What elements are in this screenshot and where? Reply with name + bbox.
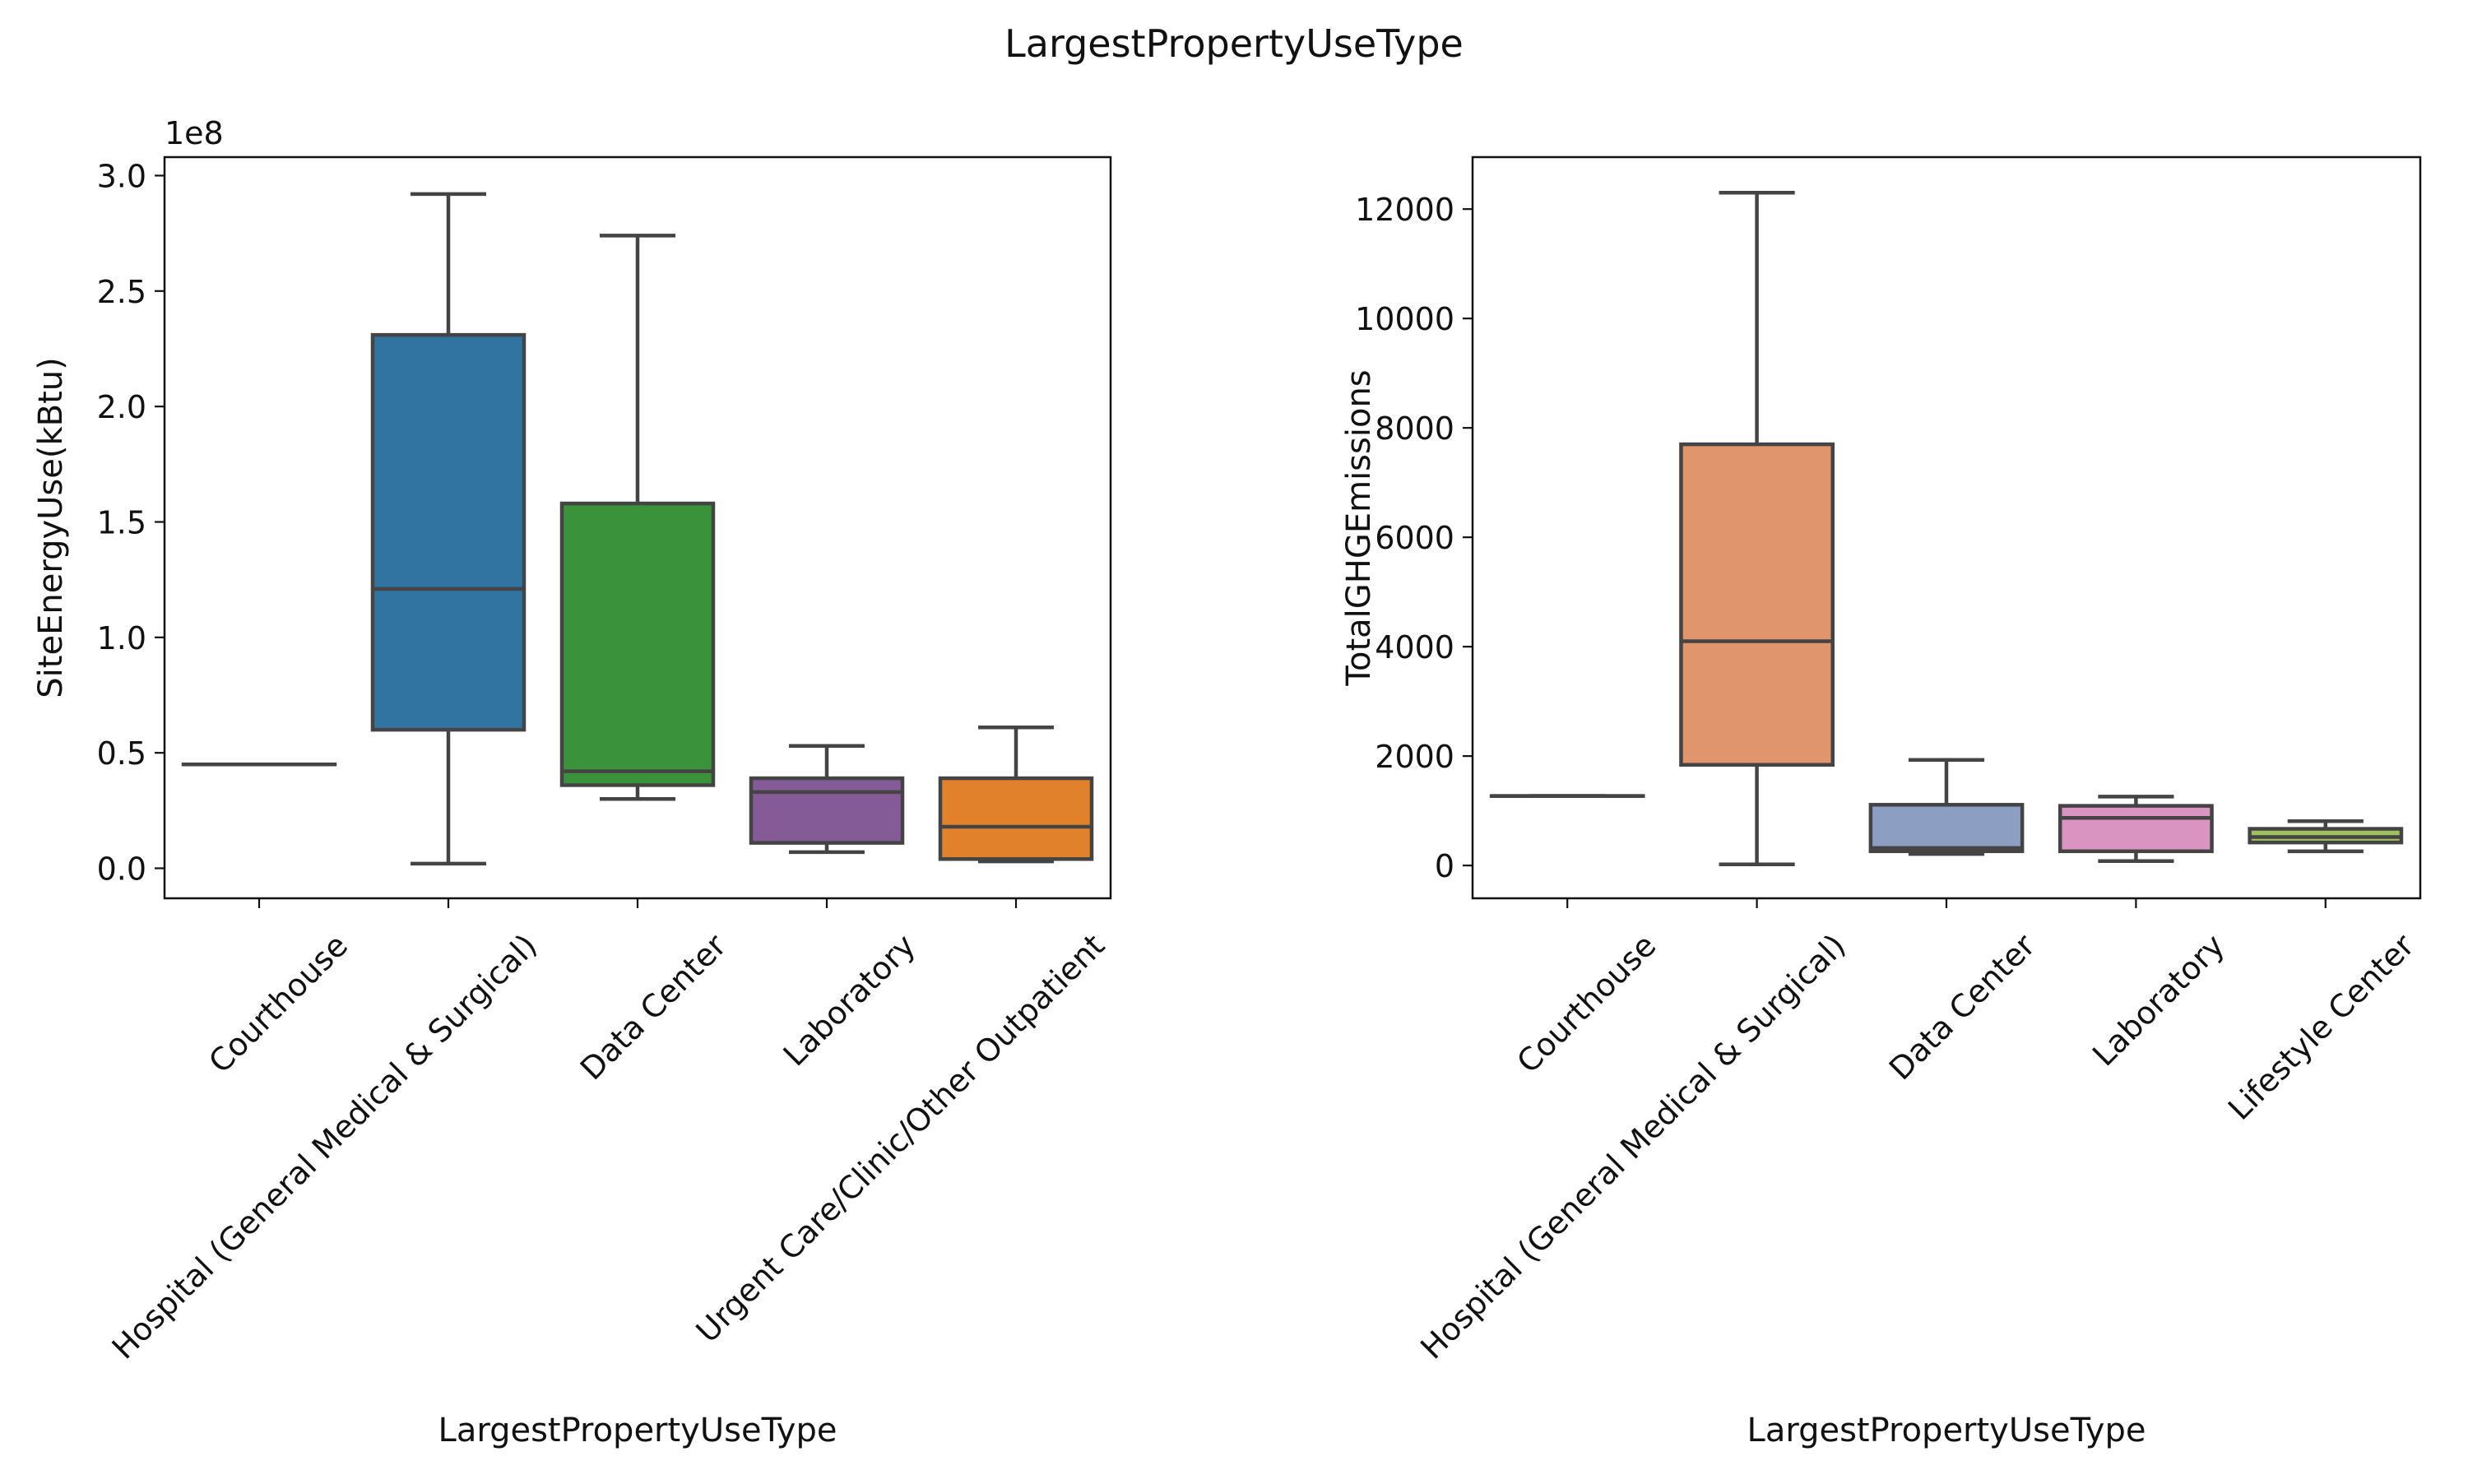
y-tick-label: 10000 [1355, 301, 1454, 337]
box-iqr [373, 335, 524, 730]
box-laboratory [751, 746, 902, 852]
y-tick-label: 0.0 [97, 851, 146, 888]
box-iqr [1681, 444, 1832, 765]
x-tick-label: Hospital (General Medical & Surgical) [1413, 927, 1853, 1366]
x-tick-label: Data Center [573, 927, 734, 1087]
x-tick-label: Courthouse [1510, 927, 1663, 1080]
box-hospital-general-medical-surgical [373, 194, 524, 864]
y-tick-label: 0.5 [97, 735, 146, 772]
x-axis-label: LargestPropertyUseType [1747, 1412, 2146, 1449]
box-data-center [562, 235, 713, 799]
box-iqr [751, 778, 902, 843]
y-tick-label: 1.0 [97, 620, 146, 656]
y-tick-label: 6000 [1375, 520, 1454, 556]
x-tick-label: Laboratory [777, 927, 922, 1073]
y-tick-label: 2.0 [97, 389, 146, 425]
box-laboratory [2060, 796, 2211, 860]
x-tick-label: Lifestyle Center [2221, 927, 2421, 1127]
y-tick-label: 1.5 [97, 504, 146, 540]
x-axis-label: LargestPropertyUseType [438, 1412, 837, 1449]
y-offset-label: 1e8 [165, 115, 224, 151]
box-hospital-general-medical-surgical [1681, 192, 1832, 865]
x-tick-label: Hospital (General Medical & Surgical) [105, 927, 545, 1366]
y-tick-label: 0 [1435, 848, 1454, 884]
x-tick-label: Courthouse [202, 927, 355, 1080]
box-iqr [1871, 805, 2022, 851]
y-axis-label: SiteEnergyUse(kBtu) [32, 357, 70, 698]
y-tick-label: 4000 [1375, 629, 1454, 665]
box-iqr [2060, 806, 2211, 851]
figure-title: LargestPropertyUseType [0, 21, 2468, 66]
y-tick-label: 8000 [1375, 410, 1454, 447]
x-tick-label: Data Center [1882, 927, 2043, 1087]
box-iqr [940, 778, 1092, 859]
x-tick-label: Laboratory [2085, 927, 2231, 1073]
y-tick-label: 3.0 [97, 158, 146, 194]
box-urgent-care-clinic-other-outpatient [940, 727, 1092, 861]
box-data-center [1871, 760, 2022, 854]
y-tick-label: 12000 [1355, 192, 1454, 228]
y-tick-label: 2000 [1375, 739, 1454, 775]
y-axis-label: TotalGHGEmissions [1340, 369, 1378, 686]
box-lifestyle-center [2250, 821, 2401, 851]
box-iqr [562, 503, 713, 785]
y-tick-label: 2.5 [97, 274, 146, 310]
x-tick-label: Urgent Care/Clinic/Other Outpatient [689, 927, 1112, 1350]
